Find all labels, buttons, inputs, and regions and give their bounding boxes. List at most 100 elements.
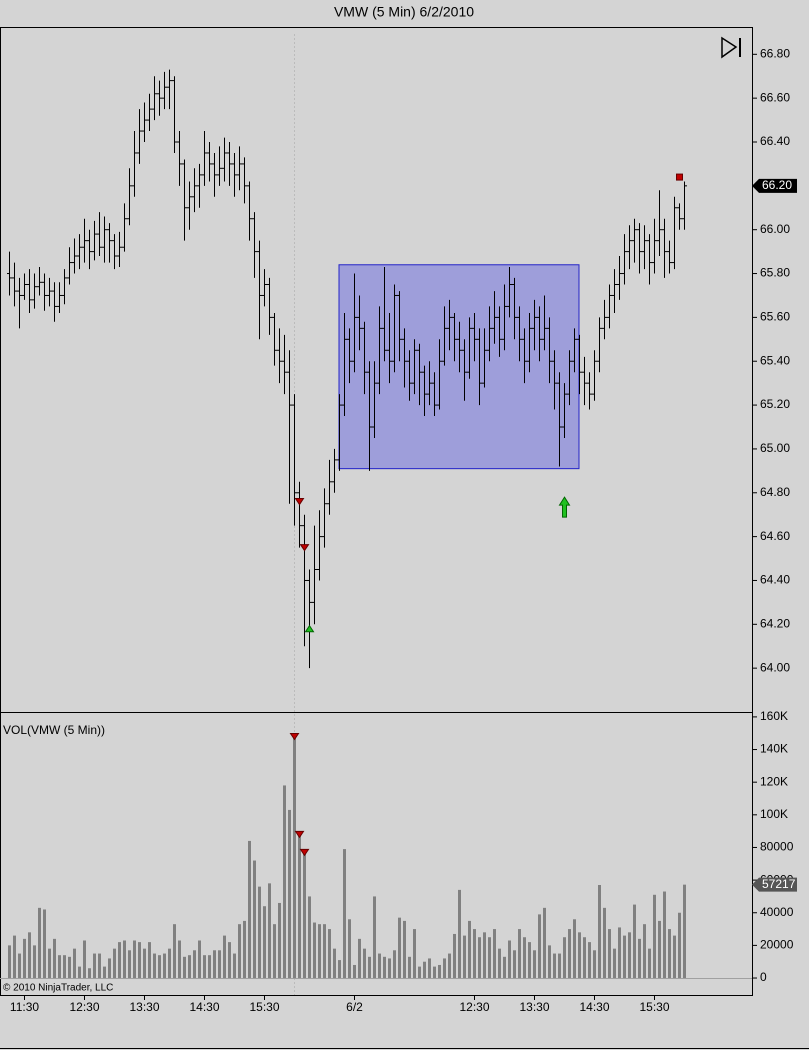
volume-bar	[163, 953, 166, 979]
volume-bar	[583, 937, 586, 979]
volume-bar	[243, 920, 246, 979]
volume-bar	[263, 906, 266, 979]
y-tick-label: 0	[760, 970, 767, 984]
volume-bar	[408, 956, 411, 979]
volume-bar	[358, 938, 361, 979]
volume-bar	[298, 834, 301, 979]
volume-bar	[423, 961, 426, 979]
volume-bar	[588, 942, 591, 979]
volume-bar	[193, 950, 196, 979]
volume-bar	[488, 937, 491, 979]
volume-bar	[453, 933, 456, 979]
volume-bar	[223, 935, 226, 979]
volume-bar	[518, 929, 521, 979]
y-tick-label: 65.00	[760, 441, 790, 455]
volume-bar	[648, 948, 651, 979]
volume-bar	[33, 945, 36, 979]
volume-bar	[183, 956, 186, 979]
y-tick-label: 64.80	[760, 485, 790, 499]
x-tick-label: 12:30	[459, 1000, 489, 1014]
volume-bar	[173, 924, 176, 979]
volume-bar	[498, 948, 501, 979]
volume-bar	[508, 940, 511, 979]
y-tick-label: 140K	[760, 742, 788, 756]
frame	[0, 27, 753, 996]
volume-bar	[253, 860, 256, 979]
x-tick-label: 6/2	[346, 1000, 363, 1014]
y-tick-label: 65.40	[760, 353, 790, 367]
volume-bar	[623, 935, 626, 979]
volume-bar	[213, 950, 216, 979]
volume-bar	[338, 960, 341, 979]
y-tick-label: 80000	[760, 840, 794, 854]
volume-bar	[593, 950, 596, 979]
volume-bar	[63, 955, 66, 979]
volume-bar	[643, 924, 646, 979]
volume-bar	[523, 937, 526, 979]
volume-bar	[73, 948, 76, 979]
volume-bar	[308, 896, 311, 979]
volume-bar	[68, 956, 71, 979]
volume-bar	[683, 884, 686, 979]
volume-bar	[13, 935, 16, 979]
volume-bar	[178, 940, 181, 979]
volume-bar	[468, 920, 471, 979]
volume-bar	[283, 785, 286, 979]
volume-bar	[503, 956, 506, 979]
volume-bar	[678, 912, 681, 979]
volume-bar	[673, 935, 676, 979]
volume-bar	[128, 950, 131, 979]
volume-bar	[628, 932, 631, 979]
y-tick-label: 64.00	[760, 660, 790, 674]
volume-bar	[303, 852, 306, 979]
volume-bar	[513, 950, 516, 979]
volume-bar	[328, 929, 331, 979]
volume-bar	[428, 958, 431, 979]
volume-bar	[668, 929, 671, 979]
play-icon[interactable]	[721, 36, 738, 59]
play-button[interactable]	[721, 36, 741, 59]
volume-bar	[378, 953, 381, 979]
volume-bar	[413, 929, 416, 979]
volume-bar	[603, 907, 606, 979]
volume-bar	[598, 884, 601, 979]
volume-bar	[663, 891, 666, 979]
volume-bar	[58, 955, 61, 979]
volume-bar	[528, 942, 531, 979]
y-tick-label: 100K	[760, 807, 788, 821]
x-tick-label: 15:30	[639, 1000, 669, 1014]
volume-bar	[293, 736, 296, 979]
last-price-box	[752, 178, 797, 193]
volume-bar	[578, 932, 581, 979]
volume-bar	[653, 894, 656, 979]
last-volume-box	[752, 877, 797, 892]
volume-bar	[393, 950, 396, 979]
volume-bar	[658, 920, 661, 979]
volume-bar	[333, 948, 336, 979]
volume-bar	[553, 953, 556, 979]
x-tick-label: 13:30	[129, 1000, 159, 1014]
volume-bar	[433, 966, 436, 979]
volume-bar	[538, 914, 541, 979]
volume-bar	[168, 948, 171, 979]
x-tick-label: 12:30	[69, 1000, 99, 1014]
volume-bar	[103, 966, 106, 979]
volume-bar	[383, 956, 386, 979]
volume-bar	[318, 924, 321, 979]
volume-bar	[28, 932, 31, 979]
volume-bar	[563, 937, 566, 979]
volume-bar	[448, 953, 451, 979]
volume-bar	[388, 958, 391, 979]
volume-bar	[323, 924, 326, 979]
y-tick-label: 64.40	[760, 573, 790, 587]
volume-bar	[638, 938, 641, 979]
volume-title: VOL(VMW (5 Min))	[3, 723, 105, 737]
volume-bar	[123, 940, 126, 979]
volume-bar	[133, 940, 136, 979]
volume-bar	[48, 948, 51, 979]
volume-bar	[493, 929, 496, 979]
volume-bar	[398, 917, 401, 979]
volume-bar	[618, 927, 621, 979]
